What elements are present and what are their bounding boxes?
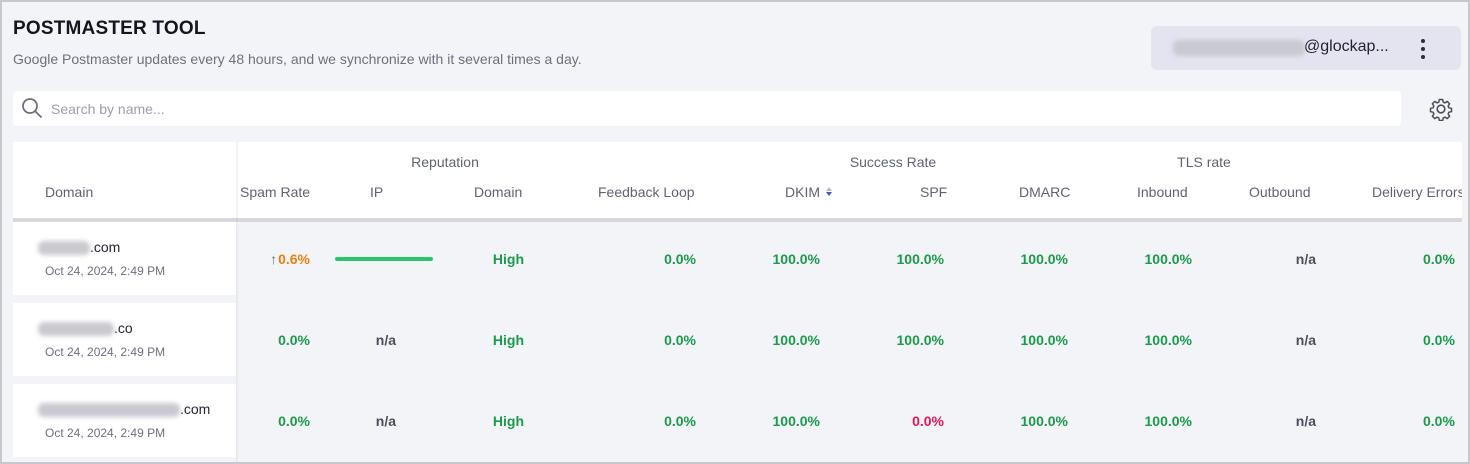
kebab-menu-icon[interactable] <box>1419 39 1427 59</box>
col-ip[interactable]: IP <box>370 184 384 200</box>
spf-value: 100.0% <box>896 332 944 348</box>
dkim-value: 100.0% <box>772 332 820 348</box>
feedback-loop-value: 0.0% <box>664 332 696 348</box>
search-bar <box>13 91 1401 126</box>
domain-cell: .co Oct 24, 2024, 2:49 PM <box>13 303 236 376</box>
col-domain[interactable]: Domain <box>45 184 94 200</box>
domain-suffix: .co <box>114 320 133 336</box>
domain-cell: .com Oct 24, 2024, 2:49 PM <box>13 222 236 295</box>
dmarc-value: 100.0% <box>1020 332 1068 348</box>
domain-cell: .com Oct 24, 2024, 2:49 PM <box>13 384 236 457</box>
redacted-domain <box>38 403 180 418</box>
domain-updated-date: Oct 24, 2024, 2:49 PM <box>45 426 166 440</box>
delivery-errors-value: 0.0% <box>1423 413 1455 429</box>
group-success-rate: Success Rate <box>849 154 937 170</box>
col-dkim-label: DKIM <box>785 184 820 200</box>
dmarc-value: 100.0% <box>1020 251 1068 267</box>
spam-rate-value: ↑0.6% <box>253 251 310 267</box>
dkim-value: 100.0% <box>772 251 820 267</box>
inbound-value: 100.0% <box>1144 413 1192 429</box>
spf-value: 100.0% <box>896 251 944 267</box>
delivery-errors-value: 0.0% <box>1423 251 1455 267</box>
inbound-value: 100.0% <box>1144 251 1192 267</box>
page-title: POSTMASTER TOOL <box>13 18 206 39</box>
domain-suffix: .com <box>90 239 121 255</box>
ip-reputation-value: n/a <box>375 413 396 429</box>
domain-reputation-value: High <box>492 413 524 429</box>
redacted-email-local <box>1173 40 1305 56</box>
domains-table: Reputation Success Rate TLS rate Domain … <box>13 142 1462 464</box>
spam-rate-number: 0.6% <box>278 251 310 267</box>
redacted-domain <box>38 241 90 256</box>
outbound-value: n/a <box>1295 332 1316 348</box>
col-spf[interactable]: SPF <box>920 184 948 200</box>
outbound-value: n/a <box>1295 413 1316 429</box>
sort-icon[interactable] <box>826 186 832 196</box>
table-row[interactable]: .com Oct 24, 2024, 2:49 PM 0.0% n/a High… <box>13 384 1462 457</box>
redacted-domain <box>38 322 114 337</box>
table-row[interactable]: .co Oct 24, 2024, 2:49 PM 0.0% n/a High … <box>13 303 1462 376</box>
group-reputation: Reputation <box>411 154 479 170</box>
account-email-suffix: @glockap... <box>1304 38 1389 55</box>
outbound-value: n/a <box>1295 251 1316 267</box>
domain-suffix: .com <box>180 401 211 417</box>
page-subtitle: Google Postmaster updates every 48 hours… <box>13 51 582 67</box>
col-spam-rate[interactable]: Spam Rate <box>240 184 311 200</box>
dkim-value: 100.0% <box>772 413 820 429</box>
search-icon <box>22 98 42 118</box>
spf-value: 0.0% <box>912 413 944 429</box>
table-row[interactable]: .com Oct 24, 2024, 2:49 PM ↑0.6% High 0.… <box>13 222 1462 295</box>
col-outbound[interactable]: Outbound <box>1249 184 1311 200</box>
col-dmarc[interactable]: DMARC <box>1019 184 1071 200</box>
sticky-column-shadow <box>236 142 239 464</box>
dmarc-value: 100.0% <box>1020 413 1068 429</box>
search-input[interactable] <box>51 91 1391 126</box>
domain-name[interactable]: .com <box>38 239 121 256</box>
domain-reputation-value: High <box>492 251 524 267</box>
col-dkim[interactable]: DKIM <box>785 184 832 200</box>
col-feedback-loop[interactable]: Feedback Loop <box>598 184 695 200</box>
col-inbound[interactable]: Inbound <box>1137 184 1188 200</box>
domain-name[interactable]: .com <box>38 401 211 418</box>
header-divider <box>13 218 1462 222</box>
domain-name[interactable]: .co <box>38 320 133 337</box>
ip-reputation-value: n/a <box>375 332 396 348</box>
col-delivery-errors[interactable]: Delivery Errors <box>1372 184 1462 200</box>
trend-up-icon: ↑ <box>270 251 278 267</box>
feedback-loop-value: 0.0% <box>664 413 696 429</box>
feedback-loop-value: 0.0% <box>664 251 696 267</box>
group-tls-rate: TLS rate <box>1177 154 1231 170</box>
domain-reputation-value: High <box>492 332 524 348</box>
delivery-errors-value: 0.0% <box>1423 332 1455 348</box>
spam-rate-value: 0.0% <box>278 332 310 348</box>
gear-icon[interactable] <box>1429 97 1453 121</box>
col-domain-reputation[interactable]: Domain <box>474 184 523 200</box>
domain-updated-date: Oct 24, 2024, 2:49 PM <box>45 264 166 278</box>
account-selector[interactable]: @glockap... <box>1151 26 1461 70</box>
ip-reputation-bar <box>335 257 433 261</box>
spam-rate-value: 0.0% <box>278 413 310 429</box>
domain-updated-date: Oct 24, 2024, 2:49 PM <box>45 345 166 359</box>
table-header: Reputation Success Rate TLS rate Domain … <box>13 142 1462 218</box>
inbound-value: 100.0% <box>1144 332 1192 348</box>
